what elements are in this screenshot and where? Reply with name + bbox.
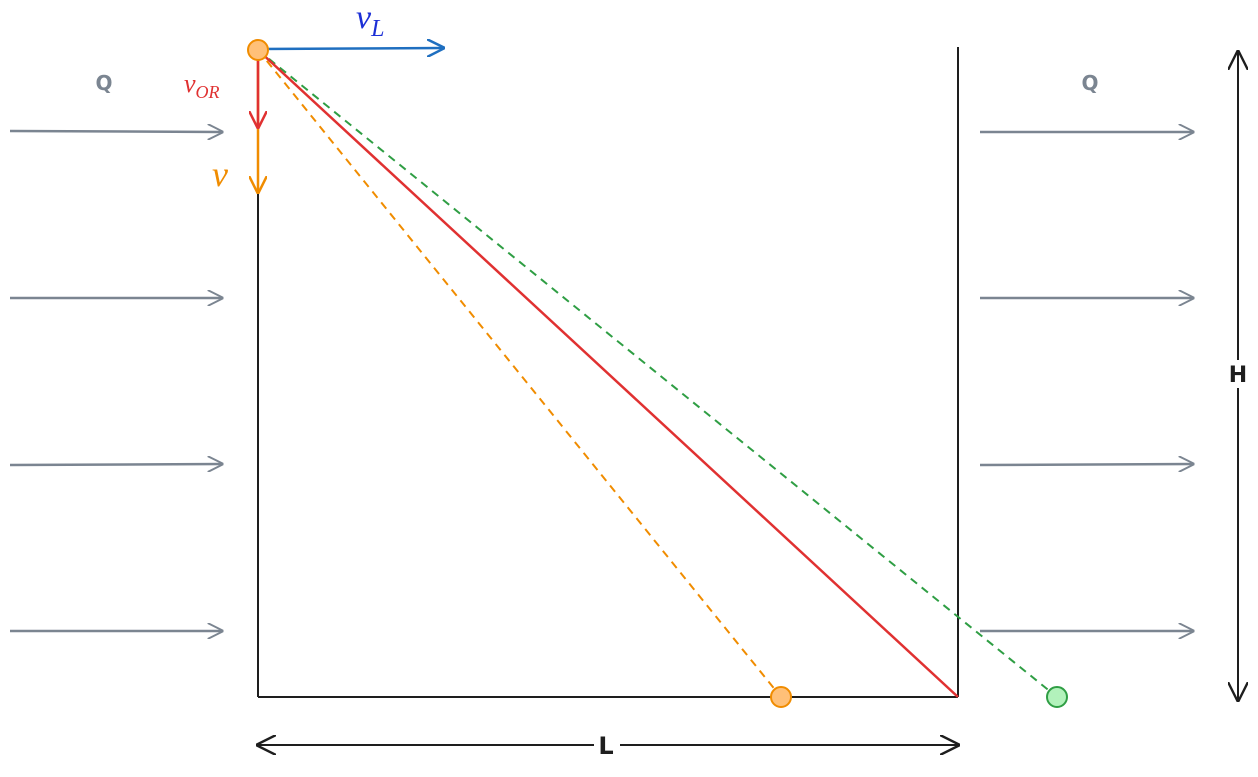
subscript: OR [196, 82, 220, 102]
particle-green [1046, 686, 1068, 708]
green-trajectory [257, 49, 1058, 698]
v-l-arrow [257, 48, 443, 49]
subscript: L [370, 16, 384, 42]
orange-trajectory [257, 49, 782, 698]
v-or-label: vOR [184, 69, 220, 102]
flow-arrow [9, 464, 222, 465]
height-label: H [1229, 363, 1247, 388]
flow-label: Q [95, 71, 112, 95]
label-backdrop [1226, 360, 1250, 388]
symbol: v [184, 69, 196, 98]
v-l-label: vL [356, 0, 384, 42]
label-backdrop [594, 731, 620, 759]
tank [257, 47, 959, 698]
v-label: v [212, 154, 228, 194]
outflow-arrows [979, 132, 1193, 631]
flow-label: Q [1081, 71, 1098, 95]
red-trajectory [257, 49, 959, 698]
symbol: v [356, 0, 372, 36]
flow-arrow [9, 131, 222, 132]
inflow-arrows [9, 131, 222, 631]
particle-orange [770, 686, 792, 708]
particle-start [247, 39, 269, 61]
flow-arrow [979, 464, 1193, 465]
length-label: L [598, 732, 613, 760]
